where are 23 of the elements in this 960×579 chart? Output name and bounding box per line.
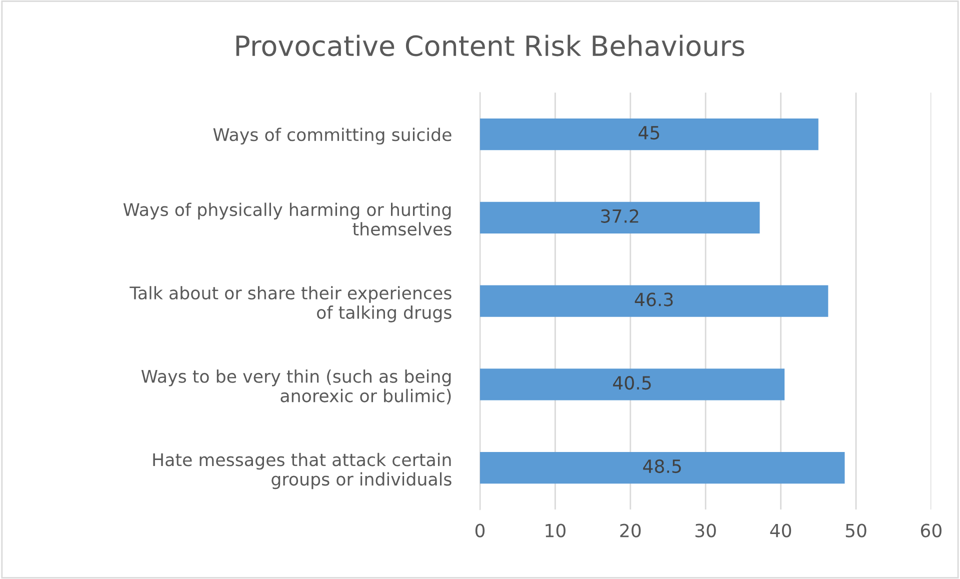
x-tick-label: 50: [846, 524, 866, 538]
x-tick-label: 60: [920, 524, 942, 538]
data-label: 46.3: [634, 292, 673, 306]
y-tick-label: Talk about or share their experiences of talking drugs: [130, 286, 452, 322]
y-tick-label: Ways of physically harming or hurting themselves: [123, 202, 452, 236]
bar: [480, 202, 760, 234]
x-tick-label: 30: [695, 524, 716, 538]
x-tick-label: 40: [770, 524, 792, 538]
x-tick-label: 10: [546, 524, 566, 538]
y-tick-label: Ways to be very thin (such as being anorexic or bulimic): [141, 369, 451, 404]
data-label: 45: [638, 126, 660, 140]
bar: [480, 452, 845, 484]
y-tick-label: Hate messages that attack certain groups or individuals: [153, 452, 452, 490]
bar: [480, 368, 785, 400]
data-label: 40.5: [613, 376, 651, 390]
x-tick-label: 20: [620, 524, 641, 538]
bar: [480, 285, 828, 317]
bar: [480, 118, 818, 150]
y-tick-label: Ways of committing suicide: [213, 128, 452, 145]
x-tick-label: 0: [475, 524, 485, 538]
data-label: 37.2: [601, 209, 638, 223]
data-label: 48.5: [643, 459, 681, 474]
chart-title: Provocative Content Risk Behaviours: [236, 34, 744, 56]
